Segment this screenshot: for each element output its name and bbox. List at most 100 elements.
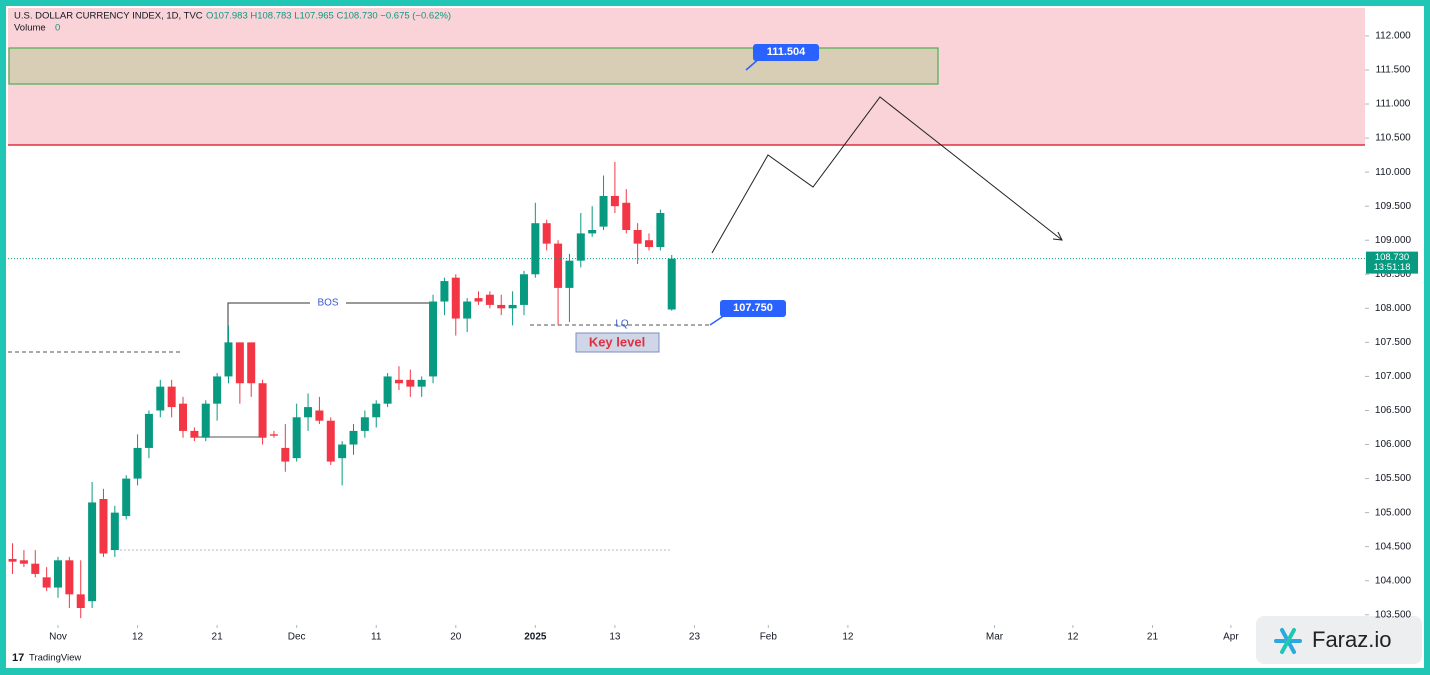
- y-tick-label: 106.500: [1375, 405, 1412, 416]
- candle-body: [406, 379, 415, 387]
- candle-body: [133, 447, 142, 479]
- watermark-icon: [1274, 628, 1302, 654]
- candle-body: [8, 558, 17, 562]
- y-tick-label: 112.000: [1375, 31, 1411, 42]
- candle-body: [360, 417, 369, 431]
- candle-body: [224, 342, 233, 377]
- candle-body: [258, 383, 267, 438]
- candle-body: [429, 301, 438, 377]
- y-tick-label: 109.500: [1375, 201, 1412, 212]
- volume-value: 0: [55, 23, 60, 34]
- y-tick-label: 107.000: [1375, 371, 1412, 382]
- bos-label: BOS: [317, 298, 338, 309]
- plot: [8, 161, 676, 619]
- candle-body: [576, 233, 585, 261]
- lq-label: LQ: [615, 319, 629, 330]
- x-tick-label: 12: [132, 632, 144, 643]
- volume-label: Volume: [14, 23, 46, 34]
- key-level-label: Key level: [589, 334, 645, 349]
- candle-body: [485, 294, 494, 305]
- callout-box: [753, 44, 819, 61]
- candle-body: [417, 379, 426, 387]
- x-tick-label: 12: [842, 632, 854, 643]
- candle-body: [281, 447, 290, 462]
- x-tick-label: 20: [450, 632, 462, 643]
- y-tick-label: 111.500: [1376, 65, 1411, 76]
- candle-body: [315, 410, 324, 421]
- candle-body: [269, 434, 278, 436]
- candle-body: [497, 304, 506, 309]
- candle-body: [383, 376, 392, 404]
- watermark: Faraz.io: [1312, 627, 1391, 652]
- chart-title: U.S. DOLLAR CURRENCY INDEX, 1D, TVC: [14, 11, 203, 22]
- candle-body: [304, 407, 313, 418]
- y-tick-label: 105.500: [1375, 473, 1412, 484]
- candle-body: [19, 560, 28, 564]
- candle-body: [88, 502, 97, 602]
- candle-body: [565, 260, 574, 288]
- y-tick-label: 104.500: [1375, 541, 1412, 552]
- candle-body: [31, 563, 40, 574]
- x-tick-label: 21: [212, 632, 224, 643]
- watermark-box: [1256, 616, 1422, 664]
- candle-body: [440, 281, 449, 302]
- x-tick-label: 23: [689, 632, 701, 643]
- y-tick-label: 106.000: [1375, 439, 1412, 450]
- x-tick-label: 21: [1147, 632, 1159, 643]
- y-tick-label: 111.000: [1376, 99, 1411, 110]
- brand-icon: 17: [12, 652, 24, 664]
- candle-body: [531, 223, 540, 275]
- candle-body: [213, 376, 222, 404]
- candle-body: [190, 430, 199, 438]
- candle-body: [235, 342, 244, 384]
- candle-body: [54, 560, 63, 588]
- candle-body: [588, 230, 597, 234]
- x-tick-label: Apr: [1223, 632, 1239, 643]
- candle-body: [247, 342, 256, 384]
- x-tick-label: 13: [609, 632, 621, 643]
- x-tick-label: Nov: [49, 632, 67, 643]
- candle-body: [519, 274, 528, 305]
- candle-body: [42, 577, 51, 588]
- candle-body: [463, 301, 472, 319]
- candle-body: [372, 403, 381, 418]
- candle-body: [394, 379, 403, 384]
- y-tick-label: 108.000: [1375, 303, 1412, 314]
- candle-body: [542, 223, 551, 244]
- key-level-box: [575, 332, 660, 353]
- projection-path: [711, 96, 1063, 254]
- callout-label: 111.504: [767, 46, 806, 58]
- candle-body: [508, 304, 517, 309]
- candle-body: [451, 277, 460, 319]
- candle-body: [474, 298, 483, 302]
- header-values: O107.983 H108.783 L107.965 C108.730 −0.6…: [206, 11, 451, 22]
- candle-body: [349, 430, 358, 445]
- x-tick-label: Feb: [760, 632, 778, 643]
- y-tick-label: 110.000: [1375, 167, 1411, 178]
- projection-arrow: [1052, 231, 1063, 241]
- candle-body: [65, 560, 74, 595]
- candle-body: [179, 403, 188, 431]
- candle-body: [110, 512, 119, 551]
- y-tick-label: 108.500: [1375, 269, 1412, 280]
- y-tick-label: 104.000: [1375, 575, 1412, 586]
- candle-body: [633, 230, 642, 244]
- callout-box: [720, 300, 786, 317]
- candle-body: [167, 386, 176, 408]
- x-tick-label: Mar: [986, 632, 1004, 643]
- last-price-label: 108.730: [1375, 252, 1409, 263]
- y-tick-label: 110.500: [1375, 133, 1411, 144]
- candle-body: [122, 478, 131, 517]
- candle-body: [338, 444, 347, 459]
- x-tick-label: 2025: [524, 632, 547, 643]
- y-tick-label: 109.000: [1375, 235, 1412, 246]
- candle-body: [599, 195, 608, 227]
- candle-body: [326, 420, 335, 462]
- candle-body: [644, 240, 653, 248]
- candle-body: [76, 594, 85, 608]
- y-tick-label: 103.500: [1375, 609, 1412, 620]
- countdown: 13:51:18: [1374, 262, 1411, 273]
- candle-body: [656, 212, 665, 248]
